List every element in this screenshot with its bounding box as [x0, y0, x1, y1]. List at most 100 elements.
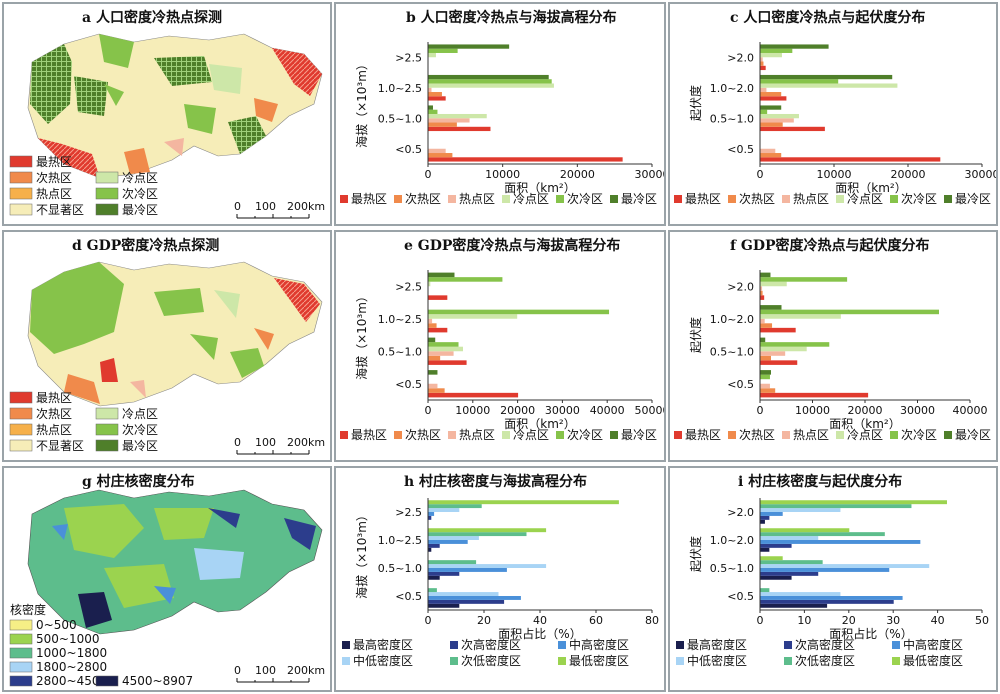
panel-i-chart: i 村庄核密度与起伏度分布 0 10 20 30 40 50 面积占比（%） 起伏度 <0.5 0.…: [668, 466, 998, 692]
chart-i-legend-swatch: [784, 641, 792, 649]
chart-c-category-label: >2.0: [727, 51, 754, 64]
chart-h-legend-label: 最低密度区: [569, 653, 629, 668]
chart-f-bar: [760, 327, 796, 333]
chart-h-bar: [428, 508, 460, 512]
chart-b-bar: [428, 44, 510, 49]
chart-c-xtick-label: 0: [757, 168, 764, 181]
svg-text:1000~1800: 1000~1800: [36, 646, 107, 660]
chart-b-category-label: 1.0~2.5: [378, 82, 422, 95]
chart-h-bar: [428, 512, 435, 516]
chart-e-legend-label: 最冷区: [621, 428, 657, 442]
chart-c-bar: [760, 157, 941, 162]
map-a-scale: 0 100 200km: [234, 200, 325, 219]
chart-f-bar: [760, 337, 766, 343]
chart-b-bar: [428, 126, 491, 132]
map-d-region: [27, 261, 323, 407]
map-d-legend: 最热区 次热区 热点区 不显著区 冷点区 次冷区 最冷区: [9, 391, 158, 453]
chart-e-bar: [428, 318, 433, 324]
chart-h-title: h 村庄核密度与海拔高程分布: [404, 473, 587, 490]
chart-e-bar: [428, 323, 437, 328]
chart-f-bar: [760, 388, 776, 393]
chart-h-bar: [428, 588, 437, 593]
svg-text:200km: 200km: [287, 436, 325, 449]
chart-c-title: c 人口密度冷热点与起伏度分布: [730, 9, 925, 26]
chart-c-xtick-label: 30000: [965, 168, 997, 181]
chart-b-legend-swatch: [502, 195, 510, 203]
chart-c-legend-label: 热点区: [793, 192, 829, 206]
svg-text:100: 100: [255, 436, 276, 449]
chart-c-bar: [760, 74, 893, 80]
chart-c-legend-label: 次热区: [739, 192, 775, 206]
legend-a-6: 不显著区: [36, 203, 84, 217]
svg-text:次热区: 次热区: [36, 407, 72, 421]
chart-c-svg: c 人口密度冷热点与起伏度分布 0 10000 20000 30000 面积（km²） 起伏…: [674, 9, 997, 206]
chart-b-legend-label: 最冷区: [621, 192, 657, 206]
svg-text:0: 0: [234, 664, 241, 677]
legend-a-1: 次热区: [36, 171, 72, 185]
chart-h-bar: [428, 596, 521, 600]
svg-text:100: 100: [255, 200, 276, 213]
chart-e-bar: [428, 277, 503, 282]
panel-a-title: a 人口密度冷热点探测: [82, 9, 222, 26]
chart-i-bar: [760, 568, 890, 572]
chart-f-ylabel: 起伏度: [688, 317, 703, 353]
chart-f-bar: [760, 286, 763, 291]
chart-b-legend-label: 冷点区: [513, 192, 549, 206]
chart-b-xtick-label: 30000: [635, 168, 665, 181]
chart-e-legend-label: 冷点区: [513, 428, 549, 442]
chart-i-category-label: <0.5: [727, 590, 754, 603]
svg-text:冷点区: 冷点区: [122, 407, 158, 421]
chart-e-bar: [428, 314, 518, 319]
chart-b-title: b 人口密度冷热点与海拔高程分布: [406, 9, 617, 26]
chart-b-bar: [428, 157, 623, 162]
chart-c-bar: [760, 92, 782, 97]
chart-c-bar: [760, 65, 766, 71]
chart-e-bar: [428, 355, 441, 361]
chart-c-bar: [760, 118, 794, 123]
chart-f-bar: [760, 305, 782, 310]
chart-i-bar: [760, 504, 912, 509]
svg-text:最热区: 最热区: [36, 391, 72, 405]
chart-f-xlabel: 面积（km²）: [829, 417, 900, 431]
chart-c-bar: [760, 61, 764, 66]
chart-b-legend-swatch: [340, 195, 348, 203]
chart-f-bar: [760, 272, 771, 278]
chart-e-bar: [428, 360, 467, 365]
panel-g-title: g 村庄核密度分布: [82, 473, 195, 490]
chart-b-legend-label: 次热区: [405, 192, 441, 206]
map-d-scale: 0 100 200km: [234, 436, 325, 455]
chart-h-bar: [428, 592, 499, 596]
chart-c-ylabel: 起伏度: [688, 85, 703, 121]
chart-e-bar: [428, 272, 455, 278]
chart-i-category-label: >2.0: [727, 506, 754, 519]
chart-e-legend-swatch: [502, 431, 510, 439]
chart-h-bar: [428, 599, 505, 604]
chart-f-bar: [760, 323, 773, 328]
chart-h-bar: [428, 564, 547, 568]
chart-e-xtick-label: 50000: [635, 404, 665, 417]
chart-e-legend-label: 最热区: [351, 428, 387, 442]
chart-c-legend-swatch: [944, 195, 952, 203]
panel-d-title: d GDP密度冷热点探测: [72, 237, 219, 254]
chart-f-xtick-label: 20000: [848, 404, 883, 417]
chart-e-legend-label: 热点区: [459, 428, 495, 442]
chart-c-bar: [760, 113, 799, 119]
map-g-svg: g 村庄核密度分布 核密度 0~500 500~1000 1: [9, 473, 325, 688]
map-g-scale: 0 100 200km: [234, 664, 325, 683]
chart-i-legend-swatch: [784, 657, 792, 665]
chart-i-title: i 村庄核密度与起伏度分布: [738, 473, 902, 490]
chart-c-legend-swatch: [890, 195, 898, 203]
chart-h-category-label: >2.5: [395, 506, 422, 519]
chart-h-bar: [428, 603, 460, 608]
chart-e-bar: [428, 295, 448, 300]
chart-c-bar: [760, 57, 763, 62]
chart-c-bar: [760, 105, 782, 110]
chart-b-category-label: >2.5: [395, 51, 422, 64]
chart-c-bar: [760, 126, 825, 132]
chart-f-legend-label: 冷点区: [847, 428, 883, 442]
chart-f-bar: [760, 309, 939, 315]
chart-f-bar: [760, 370, 771, 375]
chart-i-xtick-label: 30: [886, 614, 900, 627]
chart-i-legend-swatch: [676, 641, 684, 649]
